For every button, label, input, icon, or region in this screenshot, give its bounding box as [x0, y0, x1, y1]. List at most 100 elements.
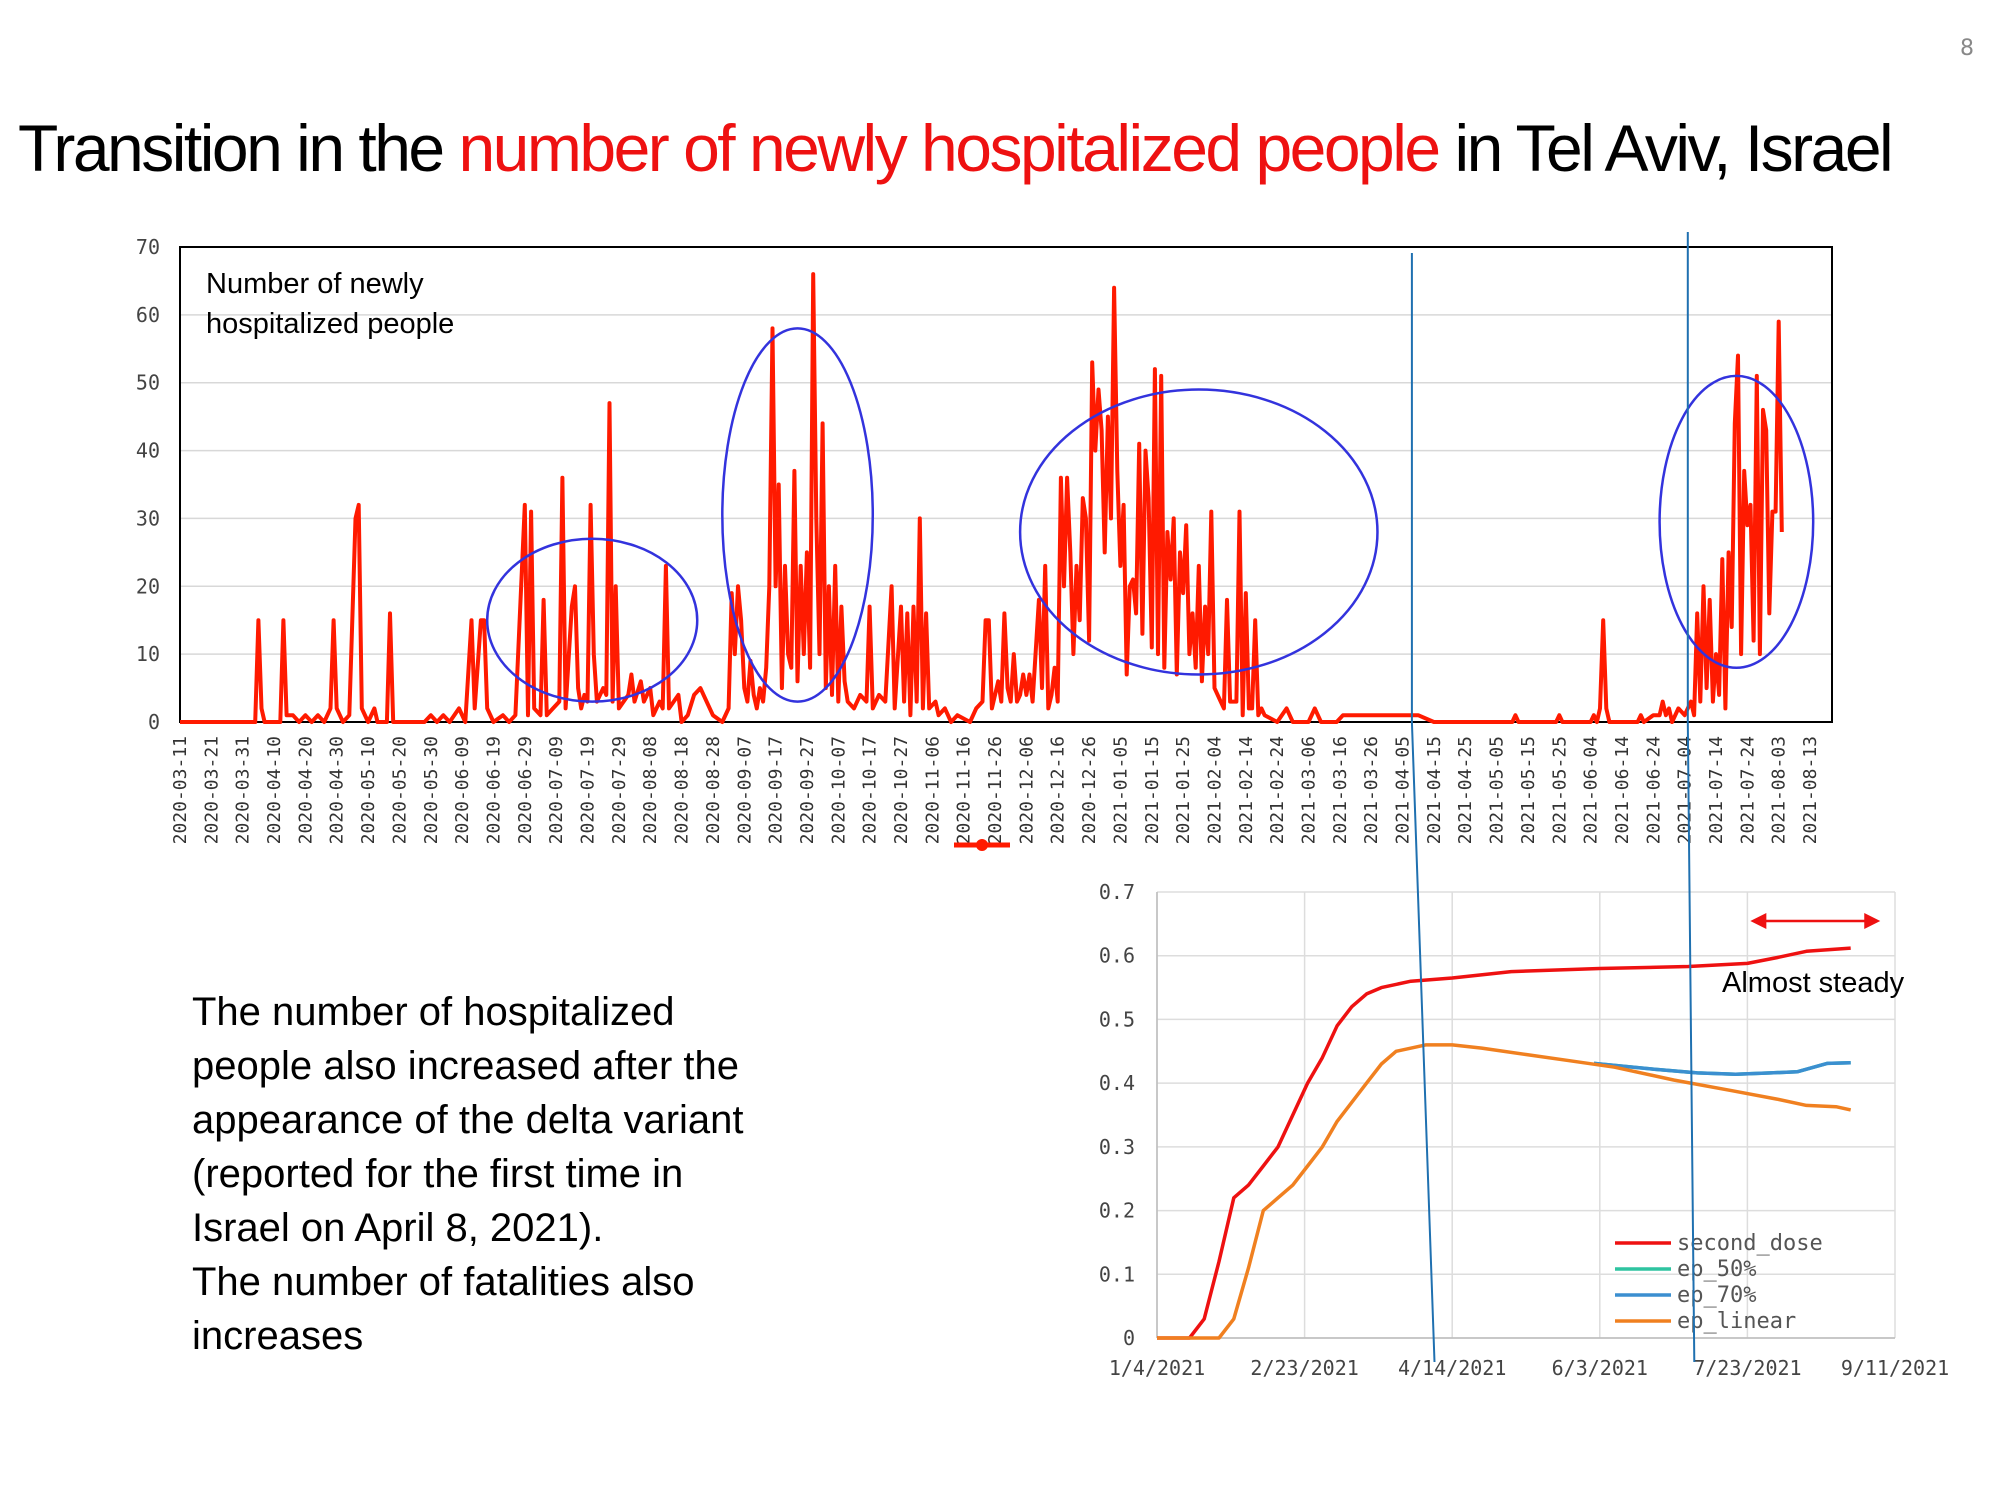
y-tick-label: 20: [136, 574, 160, 598]
inset-y-tick-label: 0.7: [1099, 880, 1135, 904]
x-tick-label: 2020-10-17: [860, 736, 881, 844]
x-tick-label: 2021-02-04: [1204, 736, 1225, 844]
inset-x-tick-label: 6/3/2021: [1552, 1356, 1648, 1380]
highlight-ellipse: [1018, 388, 1379, 676]
inset-legend-label: second_dose: [1677, 1231, 1823, 1256]
inset-y-tick-label: 0.4: [1099, 1071, 1135, 1095]
x-tick-label: 2020-07-19: [578, 736, 599, 844]
x-tick-label: 2020-05-20: [389, 736, 410, 844]
x-tick-label: 2020-10-27: [891, 736, 912, 844]
x-tick-label: 2021-02-14: [1236, 736, 1257, 844]
inset-y-tick-label: 0.3: [1099, 1135, 1135, 1159]
vaccination-chart: 0 0.1 0.2 0.3 0.4 0.5 0.6 0.7 1/4/2021 2/23/2021 4…: [1099, 880, 1949, 1380]
title-highlight: number of newly hospitalized people: [458, 111, 1441, 185]
x-tick-label: 2021-08-13: [1800, 736, 1821, 844]
x-tick-label: 2021-05-25: [1549, 736, 1570, 844]
annotation-arrowhead-right: [1864, 913, 1881, 929]
in-plot-label: hospitalized people: [206, 308, 454, 340]
plot-frame: [179, 246, 1833, 723]
x-tick-label: 2020-09-07: [734, 736, 755, 844]
x-tick-label: 2020-08-18: [672, 736, 693, 844]
x-tick-label: 2020-12-26: [1079, 736, 1100, 844]
x-tick-label: 2020-04-20: [295, 736, 316, 844]
title-prefix: Transition in the: [18, 111, 459, 185]
inset-y-tick-label: 0.6: [1099, 944, 1135, 968]
reference-lines: [1410, 232, 1696, 1363]
x-tick-label: 2021-07-14: [1706, 736, 1727, 844]
inset-x-tick-label: 1/4/2021: [1109, 1356, 1205, 1380]
x-tick-label: 2021-03-06: [1299, 736, 1320, 844]
x-tick-label: 2020-11-06: [922, 736, 943, 844]
inset-series-line: [1157, 946, 1851, 1340]
x-tick-label: 2021-07-04: [1675, 736, 1696, 844]
x-tick-label: 2020-06-29: [515, 736, 536, 844]
x-tick-label: 2021-03-16: [1330, 736, 1351, 844]
x-tick-label: 2020-07-29: [609, 736, 630, 844]
reference-line: [1686, 232, 1696, 1363]
x-tick-label: 2021-06-04: [1581, 736, 1602, 844]
x-tick-label: 2021-05-05: [1487, 736, 1508, 844]
x-tick-label: 2020-05-10: [358, 736, 379, 844]
inset-series-line: [1593, 1061, 1851, 1076]
explanation-line: appearance of the delta variant: [192, 1098, 744, 1142]
inset-x-tick-label: 9/11/2021: [1841, 1356, 1949, 1380]
x-tick-label: 2021-02-24: [1267, 736, 1288, 844]
inset-x-tick-label: 4/14/2021: [1398, 1356, 1506, 1380]
y-tick-label: 10: [136, 642, 160, 666]
x-tick-label: 2020-06-19: [483, 736, 504, 844]
x-tick-label: 2021-04-25: [1455, 736, 1476, 844]
x-tick-label: 2020-03-21: [201, 736, 222, 844]
x-tick-label: 2021-04-05: [1393, 736, 1414, 844]
x-tick-label: 2020-12-16: [1048, 736, 1069, 844]
x-tick-label: 2020-08-28: [703, 736, 724, 844]
y-tick-label: 0: [148, 710, 160, 734]
y-tick-label: 60: [136, 303, 160, 327]
explanation-line: The number of hospitalized: [192, 990, 675, 1034]
annotation-arrowhead-left: [1750, 913, 1767, 929]
x-tick-label: 2020-03-11: [170, 736, 191, 844]
inset-y-tick-label: 0.5: [1099, 1007, 1135, 1031]
y-tick-label: 50: [136, 371, 160, 395]
inset-y-tick-label: 0: [1123, 1326, 1135, 1350]
explanation-line: (reported for the first time in: [192, 1152, 684, 1196]
x-tick-label: 2020-04-30: [327, 736, 348, 844]
inset-y-tick-label: 0.1: [1099, 1262, 1135, 1286]
x-tick-label: 2021-03-26: [1361, 736, 1382, 844]
x-tick-label: 2020-04-10: [264, 736, 285, 844]
x-tick-label: 2020-11-16: [954, 736, 975, 844]
highlight-ellipse: [485, 537, 699, 703]
slide-title: Transition in the number of newly hospit…: [18, 110, 1894, 186]
y-tick-label: 30: [136, 506, 160, 530]
x-tick-label: 2020-06-09: [452, 736, 473, 844]
inset-legend-label: ep_50%: [1677, 1257, 1756, 1282]
explanation-line: people also increased after the: [192, 1044, 740, 1088]
highlight-ellipse: [721, 327, 875, 703]
explanation-line: increases: [192, 1314, 364, 1358]
x-tick-label: 2020-09-27: [797, 736, 818, 844]
x-tick-label: 2021-01-25: [1173, 736, 1194, 844]
x-tick-label: 2020-03-31: [233, 736, 254, 844]
inset-x-tick-label: 2/23/2021: [1250, 1356, 1358, 1380]
x-tick-label: 2020-10-07: [828, 736, 849, 844]
x-tick-label: 2021-08-03: [1769, 736, 1790, 844]
x-tick-label: 2021-06-24: [1643, 736, 1664, 844]
legend-swatch-marker: [976, 839, 988, 851]
title-suffix: in Tel Aviv, Israel: [1438, 111, 1893, 185]
x-tick-label: 2020-08-08: [640, 736, 661, 844]
inset-legend-label: ep_70%: [1677, 1283, 1756, 1308]
x-tick-label: 2021-05-15: [1518, 736, 1539, 844]
inset-legend-label: ep_linear: [1677, 1309, 1796, 1334]
x-tick-label: 2020-05-30: [421, 736, 442, 844]
explanation-line: Israel on April 8, 2021).: [192, 1206, 604, 1250]
hospitalized-series-line: [180, 272, 1784, 724]
y-tick-label: 40: [136, 439, 160, 463]
x-tick-label: 2021-07-24: [1737, 736, 1758, 844]
x-tick-label: 2020-11-26: [985, 736, 1006, 844]
hospitalized-chart: 0 10 20 30 40 50 60 70 2020-03-11 2020-03-21 2020-…: [136, 235, 1833, 851]
x-tick-label: 2020-12-06: [1016, 736, 1037, 844]
highlight-ellipse: [1658, 374, 1815, 669]
inset-series-line: [1157, 1043, 1852, 1340]
reference-line: [1410, 253, 1436, 1363]
inset-y-tick-label: 0.2: [1099, 1199, 1135, 1223]
